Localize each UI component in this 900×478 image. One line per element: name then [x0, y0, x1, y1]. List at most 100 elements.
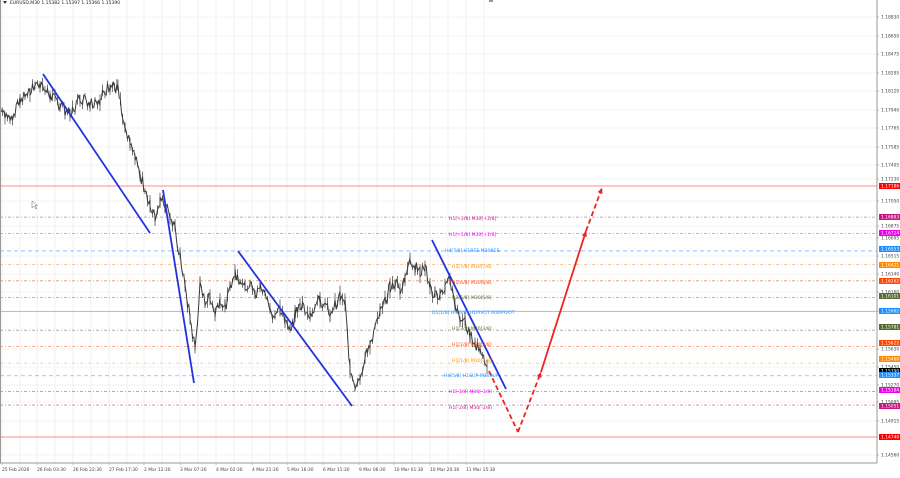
price-tick: 1.15270 — [881, 383, 899, 389]
price-badge — [879, 368, 900, 374]
price-badge-label: 1.15460 — [881, 357, 899, 363]
arrowhead-icon — [581, 231, 587, 237]
price-badge-label: 1.16553 — [881, 247, 899, 253]
time-tick: 5 Mar 16:30 — [287, 467, 314, 473]
trendlines[interactable] — [42, 73, 507, 407]
level-label: D1[1/8] H4[6/8] H1PIVOT M30PIVOT — [432, 310, 515, 316]
trendline-1[interactable] — [42, 73, 151, 234]
price-tick: 1.16695 — [881, 236, 899, 242]
price-badge-label: 1.14740 — [881, 435, 899, 441]
price-badge-label: 1.16421 — [881, 263, 899, 269]
price-badge — [879, 278, 900, 284]
price-badge — [879, 387, 900, 393]
price-badge — [879, 324, 900, 330]
price-tick: 1.15450 — [881, 365, 899, 371]
grid-lines — [0, 0, 877, 463]
time-tick: 25 Feb 2026 — [2, 467, 30, 473]
price-tick: 1.18295 — [881, 71, 899, 77]
level-label: H1[-2/8] M30[-2/8] — [449, 405, 492, 411]
price-badge-label: 1.17186 — [881, 184, 899, 190]
price-badge-label: 1.15337 — [881, 373, 899, 379]
time-tick: 4 Mar 02:30 — [216, 467, 243, 473]
chart-title: EURUSD,M30 1.15382 1.15397 1.15366 1.153… — [3, 1, 120, 6]
trendline-4[interactable] — [431, 239, 507, 390]
time-tick: 3 Mar 07:30 — [180, 467, 207, 473]
level-labels: H1[+2/8] M30[+2/8] H1[+1/8] M30[+1/8] H4[7… — [432, 216, 515, 411]
forecast-arrows[interactable] — [488, 187, 603, 433]
price-badge-label: 1.16262 — [881, 279, 899, 285]
price-badge — [879, 372, 900, 378]
dropdown-triangle-icon[interactable] — [3, 1, 7, 4]
price-tick: 1.17585 — [881, 145, 899, 151]
price-tick: 1.15630 — [881, 347, 899, 353]
level-label: H1[+1/8] M30[+1/8] — [449, 232, 497, 238]
axes — [0, 0, 878, 464]
price-badge-label: 1.15962 — [881, 309, 899, 315]
price-badge-label: 1.15390 — [881, 369, 899, 375]
price-badge — [879, 262, 900, 268]
price-badge — [879, 230, 900, 236]
price-tick: 1.17940 — [881, 108, 899, 114]
mouse-cursor-icon — [31, 200, 39, 210]
level-label: H4[7/8] H1RES M30RES — [445, 248, 500, 254]
price-badge — [879, 293, 900, 299]
price-axis[interactable]: 1.18830 1.18650 1.18475 1.18295 1.18120 1.179… — [877, 15, 900, 459]
price-badge — [879, 434, 900, 440]
murrey-levels — [0, 185, 877, 438]
level-label: H1[5/8] M30[5/8] — [452, 295, 492, 301]
time-tick: 9 Mar 06:30 — [359, 467, 386, 473]
price-badge-label: 1.16101 — [881, 294, 899, 300]
level-label: H1[2/8] M30[2/8] — [452, 342, 492, 348]
time-tick: 4 Mar 21:30 — [252, 467, 279, 473]
time-tick: 26 Feb 03:30 — [37, 467, 66, 473]
level-label: H1[3/8] M30[3/8] — [452, 326, 492, 332]
price-badge — [879, 356, 900, 362]
price-badge-label: 1.16883 — [881, 215, 899, 221]
time-tick: 11 Mar 15:30 — [466, 467, 496, 473]
level-label: H1[6/8] M30[6/8] — [452, 280, 492, 286]
price-tick: 1.17230 — [881, 177, 899, 183]
price-badge — [879, 340, 900, 346]
level-label: H1[1/8] M30[1/8] — [452, 358, 492, 364]
price-badge-label: 1.15051 — [881, 404, 899, 410]
price-badge-label: 1.16724 — [881, 231, 899, 237]
level-label: H4[5/8] H1SUP M30SUP — [444, 373, 499, 379]
price-tick: 1.14915 — [881, 419, 899, 425]
symbol-ohlc: EURUSD,M30 1.15382 1.15397 1.15366 1.153… — [10, 1, 121, 6]
price-badge — [879, 403, 900, 409]
time-tick: 26 Feb 22:30 — [73, 467, 102, 473]
price-tick: 1.17050 — [881, 199, 899, 205]
price-tick: 1.18830 — [881, 15, 899, 21]
price-tick: 1.17405 — [881, 163, 899, 169]
price-tick: 1.16875 — [881, 224, 899, 230]
price-tick: 1.16515 — [881, 254, 899, 260]
price-badge — [879, 183, 900, 189]
time-tick: 6 Mar 11:30 — [323, 467, 350, 473]
price-tick: 1.18475 — [881, 52, 899, 58]
level-label: H1[7/8] M30[7/8] — [452, 264, 492, 270]
time-tick: 2 Mar 12:30 — [144, 467, 171, 473]
level-label: H1[+2/8] M30[+2/8] — [449, 216, 497, 222]
arrowhead-icon — [536, 372, 542, 378]
arrowhead-icon — [597, 188, 603, 194]
time-tick: 10 Mar 20:30 — [430, 467, 460, 473]
price-tick: 1.18650 — [881, 34, 899, 40]
price-badge-label: 1.15781 — [881, 325, 899, 331]
price-badge-label: 1.15622 — [881, 341, 899, 347]
time-tick: 10 Mar 01:30 — [394, 467, 424, 473]
price-tick: 1.16340 — [881, 272, 899, 278]
price-badge — [879, 308, 900, 314]
trendline-3[interactable] — [237, 250, 353, 407]
price-tick: 1.16160 — [881, 290, 899, 296]
price-badge-label: 1.15184 — [881, 388, 899, 394]
price-badge — [879, 246, 900, 252]
price-badge — [879, 214, 900, 220]
trendline-2[interactable] — [162, 189, 195, 384]
time-tick: 27 Feb 17:30 — [109, 467, 138, 473]
time-axis[interactable]: 25 Feb 2026 26 Feb 03:30 26 Feb 22:30 27 Fe… — [1, 463, 496, 473]
price-tick: 1.18120 — [881, 89, 899, 95]
level-label: H1[-1/8] M30[-1/8] — [449, 389, 492, 395]
price-tick: 1.17765 — [881, 126, 899, 132]
